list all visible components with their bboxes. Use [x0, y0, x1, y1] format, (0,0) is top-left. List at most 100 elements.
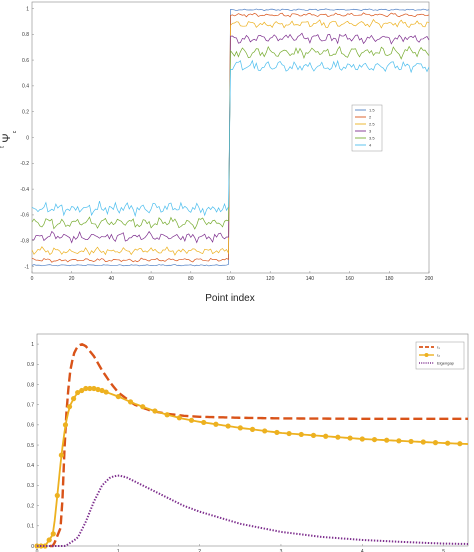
bottom-series-marker — [420, 439, 426, 445]
bottom-y-tick-label: 0.8 — [27, 382, 34, 388]
bottom-series-marker — [176, 415, 182, 421]
top-series-line — [31, 45, 430, 230]
top-y-tick-label: 0.4 — [22, 84, 29, 90]
bottom-series-marker — [46, 537, 52, 543]
top-y-tick-label: -1 — [25, 264, 30, 270]
top-y-ticks: -1 -0.8 -0.6 -0.4 -0.2 0 0.2 0.4 0.6 0.8 1 — [20, 6, 34, 270]
top-x-tick-label: 180 — [385, 276, 394, 282]
top-y-tick-label: -0.6 — [20, 213, 29, 219]
top-x-tick-label: 20 — [69, 276, 75, 282]
bottom-series-marker — [152, 408, 158, 414]
bottom-series-line — [37, 474, 469, 547]
svg-text:Ψ: Ψ — [1, 133, 13, 142]
bottom-series-marker — [83, 385, 89, 392]
bottom-series-group — [34, 342, 469, 549]
bottom-series-marker — [58, 452, 64, 458]
bottom-series-marker — [66, 404, 73, 410]
top-y-axis-label: Ψ — [1, 133, 13, 142]
bottom-y-tick-label: 0.9 — [27, 362, 34, 368]
top-series-line — [31, 18, 430, 256]
bottom-series-marker — [164, 412, 170, 418]
bottom-series-marker — [201, 419, 207, 426]
bottom-series-line — [37, 387, 469, 547]
top-y-tick-label: -0.8 — [20, 239, 29, 245]
top-legend-label: 3.5 — [369, 136, 375, 141]
top-legend-label: 3 — [369, 129, 372, 134]
top-series-line — [31, 8, 430, 267]
bottom-series-marker — [262, 428, 268, 434]
bottom-x-tick-label: 3 — [280, 549, 283, 552]
bottom-series-marker — [103, 389, 109, 395]
top-series-line — [31, 12, 430, 263]
top-legend-label: 2 — [369, 115, 372, 120]
top-x-tick-label: 100 — [226, 276, 235, 282]
bottom-y-tick-label: 1 — [31, 342, 34, 348]
bottom-series-marker — [127, 399, 134, 405]
top-x-tick-label: 160 — [345, 276, 354, 282]
bottom-x-tick-label: 2 — [198, 549, 201, 552]
bottom-y-tick-label: 0.6 — [27, 423, 34, 429]
bottom-y-tick-label: 0 — [31, 544, 34, 550]
bottom-series-marker — [62, 422, 69, 428]
bottom-series-marker — [50, 531, 56, 537]
bottom-y-tick-label: 0.7 — [27, 402, 34, 408]
bottom-x-tick-label: 1 — [117, 549, 120, 552]
bottom-series-marker — [347, 435, 353, 441]
bottom-x-tick-label: 0 — [36, 549, 39, 552]
bottom-x-ticks: 0 1 2 3 4 5 — [36, 544, 445, 552]
bottom-series-marker — [79, 387, 85, 394]
bottom-y-tick-label: 0.1 — [27, 524, 34, 530]
top-y-tick-label: 1 — [26, 6, 29, 12]
bottom-series-marker — [75, 389, 81, 396]
svg-text:t: t — [0, 146, 6, 148]
bottom-series-marker — [310, 432, 317, 438]
top-legend: 1.5 2 2.5 3 3.5 4 — [351, 104, 383, 152]
top-x-axis-label: Point index — [205, 293, 254, 304]
bottom-x-tick-label: 5 — [442, 549, 445, 552]
top-y-tick-label: -0.2 — [20, 161, 29, 167]
bottom-series-marker — [54, 492, 60, 499]
top-x-tick-label: 120 — [266, 276, 275, 282]
bottom-series-marker — [457, 441, 463, 447]
bottom-y-tick-label: 0.4 — [27, 463, 34, 469]
top-series-line — [31, 32, 430, 244]
bottom-series-marker — [70, 396, 77, 402]
top-y-axis-label-superscript: t — [0, 146, 6, 148]
bottom-series-marker — [286, 430, 292, 437]
bottom-series-marker — [249, 426, 256, 432]
top-y-tick-label: -0.4 — [20, 187, 29, 193]
bottom-series-marker — [298, 431, 304, 438]
bottom-x-tick-label: 4 — [361, 549, 364, 552]
bottom-series-marker — [188, 417, 195, 423]
top-x-tick-label: 0 — [31, 276, 34, 282]
bottom-series-marker — [371, 436, 378, 443]
step-chart: 0 20 40 60 80 100 120 140 160 180 200 -1-0.8-0.6-0… — [0, 1, 434, 304]
bottom-series-marker — [274, 429, 280, 436]
bottom-series-marker — [42, 543, 48, 549]
bottom-legend-label: r₁ — [437, 345, 440, 350]
bottom-series-marker — [225, 423, 231, 429]
top-legend-label: 1.5 — [369, 108, 375, 113]
bottom-series-marker — [213, 421, 219, 427]
bottom-series-marker — [87, 385, 93, 392]
top-series-group — [31, 8, 430, 267]
bottom-series-marker — [335, 434, 341, 440]
top-x-tick-label: 200 — [425, 276, 434, 282]
top-legend-label: 2.5 — [369, 122, 375, 127]
bottom-legend-marker — [424, 353, 429, 357]
bottom-series-line — [37, 342, 468, 548]
bottom-legend: r₁ r₂ Eigengap — [415, 341, 465, 370]
bottom-plot-frame — [36, 333, 469, 547]
top-y-axis-label-subscript: c — [12, 130, 18, 133]
bottom-series-marker — [396, 438, 402, 444]
top-x-tick-label: 40 — [109, 276, 115, 282]
top-y-tick-label: 0.8 — [22, 32, 29, 38]
top-x-tick-label: 80 — [188, 276, 194, 282]
top-x-tick-label: 60 — [148, 276, 154, 282]
bottom-legend-label: Eigengap — [437, 361, 455, 366]
bottom-y-tick-label: 0.5 — [27, 443, 34, 449]
top-y-tick-label: 0 — [26, 135, 29, 141]
top-legend-box — [351, 104, 383, 152]
top-legend-label: 4 — [369, 143, 372, 148]
bottom-series-marker — [95, 386, 101, 393]
